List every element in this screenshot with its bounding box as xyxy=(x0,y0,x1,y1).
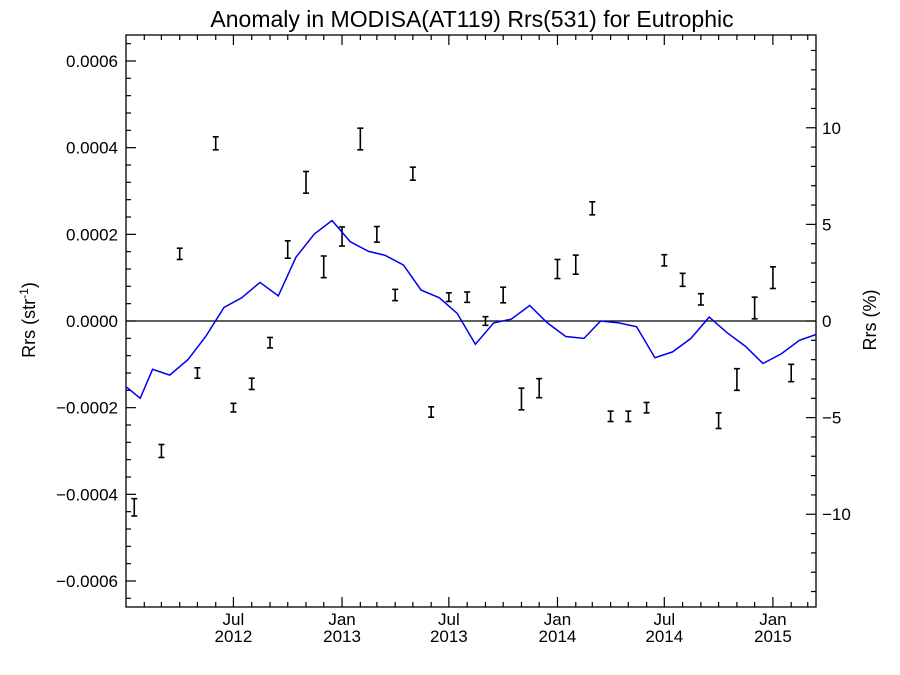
y-tick-label: 0.0004 xyxy=(66,139,118,158)
x-tick-label-month: Jul xyxy=(653,610,675,629)
error-bar xyxy=(339,226,346,247)
y-tick-label: −0.0004 xyxy=(56,485,118,504)
y-axis-label: Rrs (str-1) xyxy=(17,282,39,358)
x-axis: Jul2012Jan2013Jul2013Jan2014Jul2014Jan20… xyxy=(143,35,809,646)
error-bar xyxy=(769,266,776,290)
x-tick-label-year: 2013 xyxy=(323,627,361,646)
error-bar xyxy=(589,201,596,216)
x-tick-label-year: 2012 xyxy=(215,627,253,646)
error-bar xyxy=(158,443,165,459)
x-tick-label-month: Jul xyxy=(438,610,460,629)
error-bar xyxy=(661,253,668,267)
error-bar xyxy=(554,258,561,280)
y-tick-label: 0.0006 xyxy=(66,52,118,71)
x-tick-label-month: Jan xyxy=(544,610,571,629)
error-bar xyxy=(572,254,579,276)
error-bar xyxy=(715,412,722,430)
error-bar xyxy=(131,497,138,517)
y2-tick-label: −10 xyxy=(822,505,851,524)
x-tick-label-year: 2014 xyxy=(645,627,683,646)
y-tick-label: −0.0006 xyxy=(56,572,118,591)
error-bar xyxy=(392,288,399,302)
error-bar xyxy=(284,240,291,259)
x-tick-label-month: Jan xyxy=(759,610,786,629)
y2-tick-label: 5 xyxy=(822,215,831,234)
error-bar xyxy=(357,127,364,151)
error-bar xyxy=(643,401,650,414)
error-bar xyxy=(428,405,435,419)
anomaly-line xyxy=(125,219,817,400)
chart-title: Anomaly in MODISA(AT119) Rrs(531) for Eu… xyxy=(210,6,733,32)
error-bar xyxy=(607,410,614,423)
error-bar xyxy=(194,366,201,380)
error-bar xyxy=(445,292,452,303)
y-tick-label: 0.0000 xyxy=(66,312,118,331)
error-bar xyxy=(267,336,274,349)
error-bar xyxy=(536,377,543,399)
x-tick-label-year: 2014 xyxy=(539,627,577,646)
error-bar xyxy=(230,402,237,413)
x-tick-label-month: Jan xyxy=(328,610,355,629)
error-bar xyxy=(482,315,489,327)
y2-axis-label: Rrs (%) xyxy=(860,290,880,351)
y-axis-left: −0.0006 −0.0004 −0.0002 0.0000 0.0002 0.0004 0… xyxy=(56,43,136,599)
error-bar xyxy=(373,225,380,243)
error-bar xyxy=(697,292,704,306)
error-bar xyxy=(176,247,183,261)
error-bar xyxy=(320,255,327,279)
y2-tick-label: 0 xyxy=(822,312,831,331)
error-bar xyxy=(518,387,525,411)
error-bar xyxy=(625,410,632,423)
error-bar xyxy=(248,377,255,391)
y2-tick-label: 10 xyxy=(822,119,841,138)
error-bar xyxy=(751,296,758,320)
error-bar xyxy=(679,272,686,288)
error-bar xyxy=(788,363,795,383)
error-bar xyxy=(409,166,416,181)
anomaly-line-series xyxy=(125,219,817,400)
error-bar xyxy=(303,170,310,194)
plot-area: Jul2012Jan2013Jul2013Jan2014Jul2014Jan20… xyxy=(56,34,851,646)
y2-tick-label: −5 xyxy=(822,409,841,428)
x-tick-label-year: 2015 xyxy=(754,627,792,646)
y-tick-label: 0.0002 xyxy=(66,225,118,244)
error-bar xyxy=(212,136,219,151)
x-tick-label-year: 2013 xyxy=(430,627,468,646)
error-bar xyxy=(733,367,740,392)
error-bar xyxy=(500,286,507,304)
error-bar xyxy=(464,291,471,304)
y-axis-right: −10 −5 0 5 10 xyxy=(806,49,851,593)
error-bar-series xyxy=(131,127,795,517)
x-tick-label-month: Jul xyxy=(223,610,245,629)
y-tick-label: −0.0002 xyxy=(56,399,118,418)
y-axis-label-superscript: -1 xyxy=(17,288,31,299)
